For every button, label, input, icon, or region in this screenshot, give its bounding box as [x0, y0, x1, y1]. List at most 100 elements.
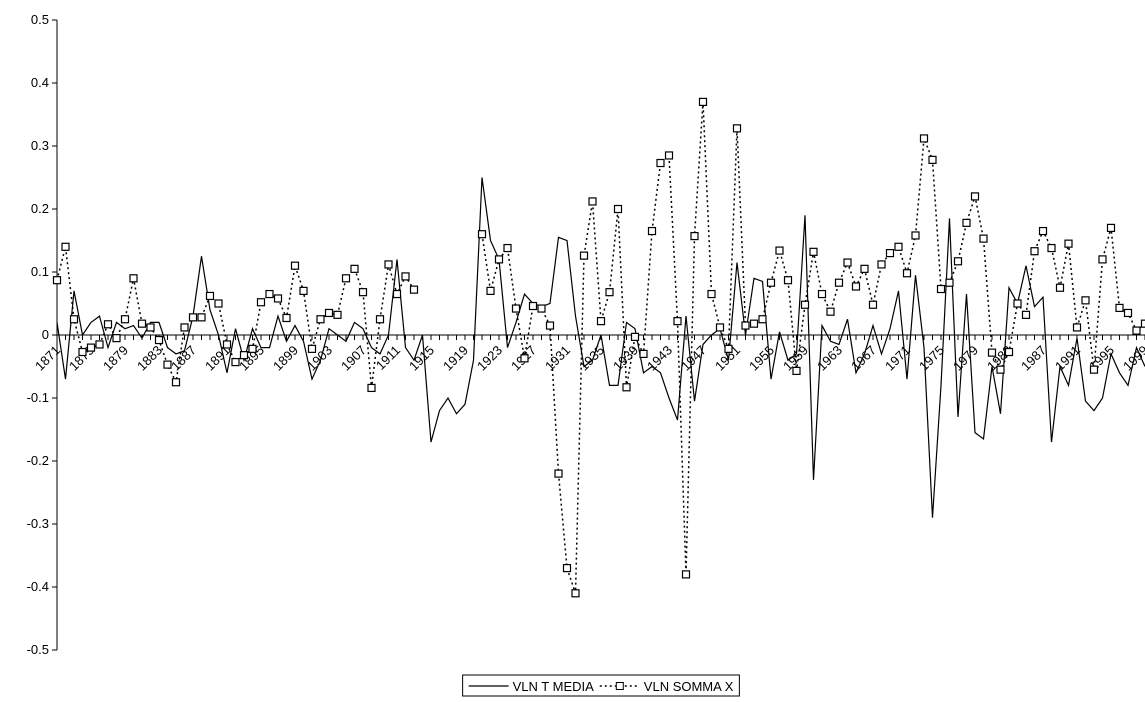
marker	[564, 565, 571, 572]
marker	[275, 295, 282, 302]
marker	[266, 291, 273, 298]
marker	[785, 277, 792, 284]
marker	[521, 355, 528, 362]
marker	[215, 300, 222, 307]
marker	[147, 324, 154, 331]
marker	[989, 349, 996, 356]
marker	[1133, 327, 1140, 334]
marker	[649, 228, 656, 235]
marker	[904, 270, 911, 277]
marker	[938, 286, 945, 293]
y-tick-label: 0.1	[31, 264, 49, 279]
marker	[1091, 366, 1098, 373]
marker	[674, 318, 681, 325]
marker	[1014, 300, 1021, 307]
marker	[997, 366, 1004, 373]
marker	[734, 125, 741, 132]
marker	[96, 341, 103, 348]
marker	[377, 316, 384, 323]
marker	[640, 350, 647, 357]
marker	[861, 265, 868, 272]
marker	[1048, 245, 1055, 252]
marker	[547, 322, 554, 329]
marker	[946, 279, 953, 286]
marker	[1057, 284, 1064, 291]
marker	[224, 341, 231, 348]
x-tick-label: 1871	[32, 343, 63, 374]
marker	[836, 279, 843, 286]
marker	[368, 384, 375, 391]
marker	[360, 289, 367, 296]
marker	[708, 291, 715, 298]
marker	[793, 367, 800, 374]
x-tick-label: 1931	[542, 343, 573, 374]
marker	[181, 324, 188, 331]
y-tick-label: -0.5	[27, 642, 49, 657]
marker	[130, 275, 137, 282]
marker	[62, 243, 69, 250]
marker	[1082, 297, 1089, 304]
legend-label: VLN SOMMA X	[644, 679, 734, 694]
marker	[921, 135, 928, 142]
marker	[283, 314, 290, 321]
marker	[122, 316, 129, 323]
marker	[1116, 304, 1123, 311]
marker	[853, 283, 860, 290]
y-tick-label: 0	[42, 327, 49, 342]
marker	[513, 305, 520, 312]
marker	[241, 352, 248, 359]
marker	[1099, 256, 1106, 263]
y-tick-label: -0.3	[27, 516, 49, 531]
marker	[666, 152, 673, 159]
marker	[79, 349, 86, 356]
marker	[725, 345, 732, 352]
marker	[1125, 309, 1132, 316]
marker	[173, 379, 180, 386]
marker	[1023, 311, 1030, 318]
marker	[700, 98, 707, 105]
marker	[1040, 228, 1047, 235]
x-tick-label: 1967	[848, 343, 879, 374]
marker	[623, 384, 630, 391]
marker	[555, 470, 562, 477]
marker	[844, 259, 851, 266]
marker	[1142, 320, 1145, 327]
marker	[351, 265, 358, 272]
marker	[606, 289, 613, 296]
marker	[955, 258, 962, 265]
y-tick-label: -0.2	[27, 453, 49, 468]
marker	[929, 156, 936, 163]
marker	[249, 345, 256, 352]
marker	[632, 333, 639, 340]
marker	[139, 320, 146, 327]
marker	[334, 311, 341, 318]
marker	[972, 193, 979, 200]
marker	[1065, 240, 1072, 247]
marker	[1031, 248, 1038, 255]
marker	[572, 590, 579, 597]
marker	[912, 232, 919, 239]
x-tick-label: 1907	[338, 343, 369, 374]
marker	[71, 316, 78, 323]
y-tick-label: 0.5	[31, 12, 49, 27]
y-tick-label: 0.3	[31, 138, 49, 153]
marker	[870, 301, 877, 308]
marker	[88, 344, 95, 351]
marker	[615, 206, 622, 213]
y-tick-label: -0.4	[27, 579, 49, 594]
x-tick-label: 1899	[270, 343, 301, 374]
marker	[802, 301, 809, 308]
marker	[54, 277, 61, 284]
marker	[691, 233, 698, 240]
marker	[776, 247, 783, 254]
marker	[164, 361, 171, 368]
marker	[343, 275, 350, 282]
x-tick-label: 1963	[814, 343, 845, 374]
x-tick-label: 1879	[100, 343, 131, 374]
marker	[385, 261, 392, 268]
marker	[683, 571, 690, 578]
marker	[530, 303, 537, 310]
marker	[589, 198, 596, 205]
